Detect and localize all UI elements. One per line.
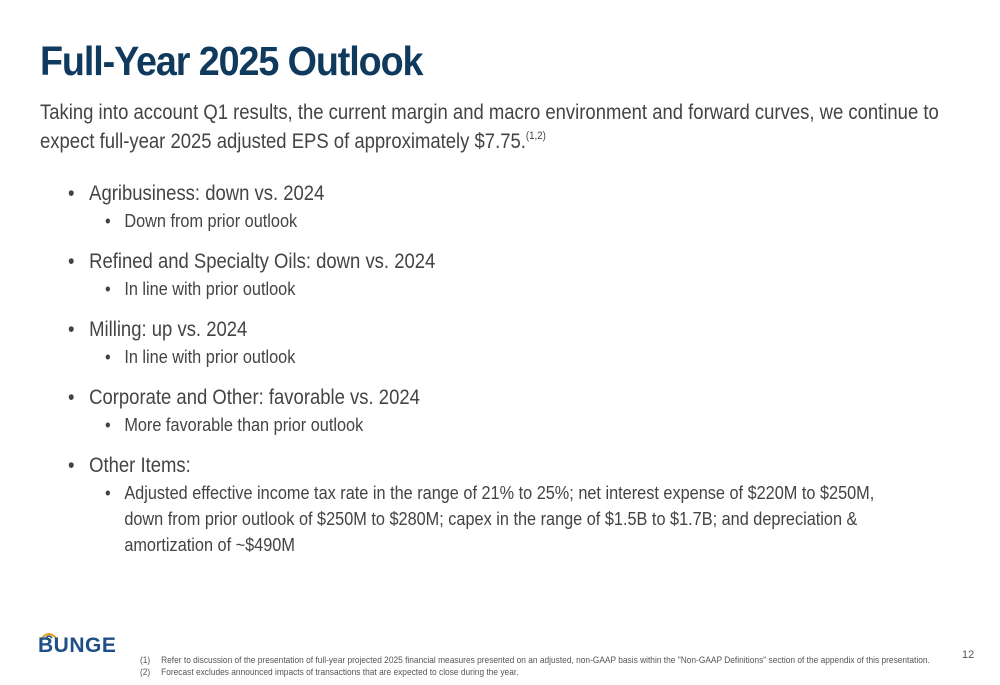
sub-bullet-item: In line with prior outlook [105,344,913,369]
bullet-group-milling: Milling: up vs. 2024 In line with prior … [68,316,913,369]
sub-bullet-item: In line with prior outlook [105,276,913,301]
footnote-number: (2) [140,667,151,678]
bunge-logo-mark-icon [41,633,57,639]
bullet-group-agribusiness: Agribusiness: down vs. 2024 Down from pr… [68,180,913,233]
bullet-item: Corporate and Other: favorable vs. 2024 [68,384,913,412]
sub-bullet-item: Adjusted effective income tax rate in th… [105,480,899,558]
bullet-item: Agribusiness: down vs. 2024 [68,180,913,208]
bullet-group-corporate: Corporate and Other: favorable vs. 2024 … [68,384,913,437]
bullet-item: Other Items: [68,452,913,480]
bullet-group-other-items: Other Items: Adjusted effective income t… [68,452,913,558]
bunge-logo: BUNGE [38,634,117,657]
footnote-text: Refer to discussion of the presentation … [161,655,930,666]
bullet-group-refined-oils: Refined and Specialty Oils: down vs. 202… [68,248,913,301]
footnotes: (1) Refer to discussion of the presentat… [140,655,932,679]
bullet-item: Refined and Specialty Oils: down vs. 202… [68,248,913,276]
page-number: 12 [962,649,975,661]
sub-bullet-item: Down from prior outlook [105,208,913,233]
footnote-number: (1) [140,655,151,666]
bullet-list: Agribusiness: down vs. 2024 Down from pr… [68,180,913,573]
subtitle-footnote-ref: (1,2) [525,130,546,142]
page-title: Full-Year 2025 Outlook [40,38,423,84]
footnote: (2) Forecast excludes announced impacts … [140,667,932,679]
subtitle-text: Taking into account Q1 results, the curr… [40,101,939,153]
footnote-text: Forecast excludes announced impacts of t… [161,667,519,678]
page-subtitle: Taking into account Q1 results, the curr… [40,98,946,156]
footnote: (1) Refer to discussion of the presentat… [140,655,932,667]
bullet-item: Milling: up vs. 2024 [68,316,913,344]
sub-bullet-item: More favorable than prior outlook [105,412,913,437]
